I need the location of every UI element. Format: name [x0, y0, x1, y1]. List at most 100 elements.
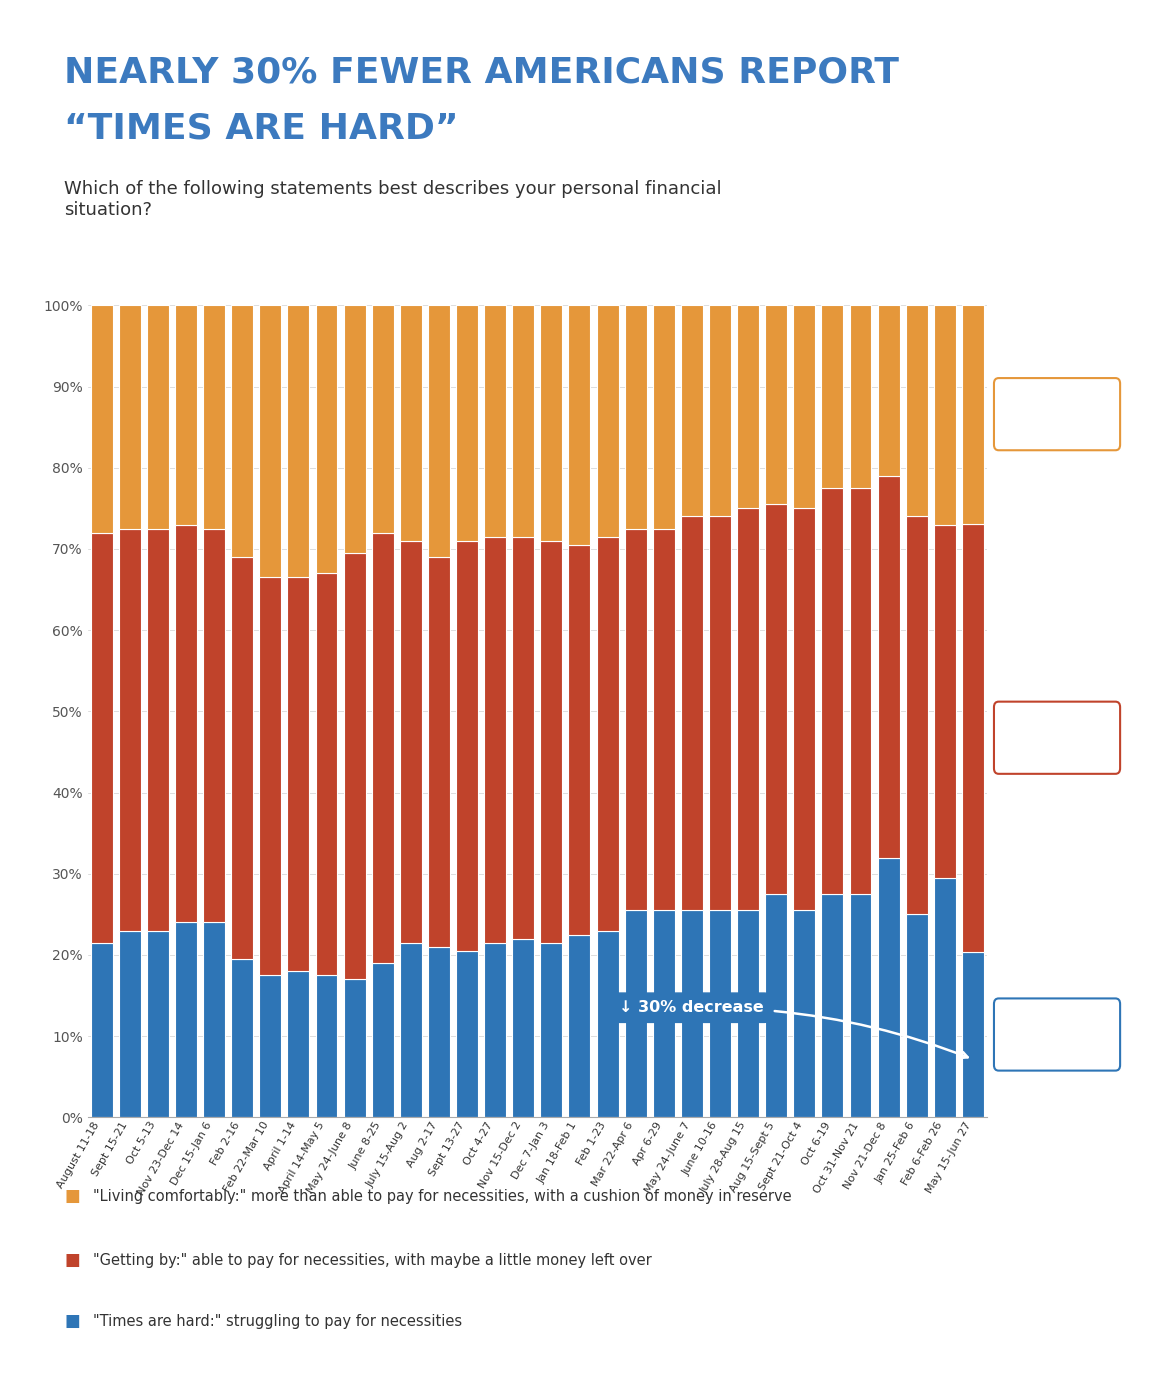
Bar [203, 529, 225, 923]
Bar [119, 930, 140, 1117]
Bar [371, 963, 394, 1117]
Bar [962, 304, 983, 523]
Bar [681, 516, 703, 911]
Bar [456, 541, 478, 951]
Text: 52.7%: 52.7% [1023, 729, 1091, 747]
Bar [962, 952, 983, 1117]
Text: ■: ■ [64, 1252, 79, 1269]
Bar [399, 305, 422, 541]
Bar [653, 911, 675, 1117]
Bar [399, 541, 422, 942]
Bar [315, 573, 338, 976]
Bar [315, 976, 338, 1117]
Bar [569, 934, 590, 1117]
Bar [653, 305, 675, 529]
Bar [849, 305, 871, 489]
Bar [765, 894, 787, 1117]
Bar [625, 529, 647, 911]
Bar [821, 305, 843, 489]
Bar [541, 541, 562, 942]
Bar [737, 508, 759, 911]
Text: "Getting by:" able to pay for necessities, with maybe a little money left over: "Getting by:" able to pay for necessitie… [93, 1253, 652, 1267]
Bar [259, 577, 281, 976]
Text: ↓ 30% decrease: ↓ 30% decrease [619, 1001, 968, 1058]
Bar [653, 529, 675, 911]
Bar [934, 877, 955, 1117]
Bar [709, 911, 731, 1117]
Bar [119, 529, 140, 930]
Bar [597, 305, 619, 537]
Text: “TIMES ARE HARD”: “TIMES ARE HARD” [64, 111, 459, 144]
Bar [905, 305, 927, 516]
Bar [905, 915, 927, 1117]
Bar [287, 305, 310, 577]
Bar [877, 305, 899, 476]
Bar [485, 537, 506, 942]
Bar [343, 552, 366, 980]
Bar [456, 951, 478, 1117]
Bar [962, 523, 983, 952]
Bar [541, 942, 562, 1117]
Bar [147, 305, 169, 529]
Text: Which of the following statements best describes your personal financial
situati: Which of the following statements best d… [64, 180, 722, 219]
Bar [175, 305, 197, 525]
Text: "Living comfortably:" more than able to pay for necessities, with a cushion of m: "Living comfortably:" more than able to … [93, 1190, 792, 1203]
Bar [709, 516, 731, 911]
Bar [849, 894, 871, 1117]
Bar [427, 947, 450, 1117]
Bar [541, 305, 562, 541]
Bar [513, 305, 534, 537]
Bar [793, 911, 815, 1117]
Bar [427, 557, 450, 947]
Bar [625, 305, 647, 529]
Bar [147, 529, 169, 930]
Bar [765, 504, 787, 894]
Bar [569, 545, 590, 934]
Bar [203, 305, 225, 529]
Bar [119, 305, 140, 529]
Bar [793, 305, 815, 508]
Bar [147, 930, 169, 1117]
Bar [203, 923, 225, 1117]
Bar [597, 930, 619, 1117]
Bar [905, 516, 927, 915]
Bar [681, 305, 703, 516]
Bar [681, 911, 703, 1117]
Bar [934, 525, 955, 877]
Bar [737, 305, 759, 508]
Bar [625, 911, 647, 1117]
Bar [343, 980, 366, 1117]
Bar [877, 476, 899, 858]
Text: "Times are hard:" struggling to pay for necessities: "Times are hard:" struggling to pay for … [93, 1314, 463, 1328]
Bar [231, 959, 253, 1117]
Bar [485, 942, 506, 1117]
Bar [793, 508, 815, 911]
Bar [569, 305, 590, 545]
Bar [485, 305, 506, 537]
Bar [91, 942, 112, 1117]
Bar [456, 305, 478, 541]
Bar [821, 894, 843, 1117]
Bar [513, 537, 534, 938]
Bar [343, 305, 366, 552]
Text: NEARLY 30% FEWER AMERICANS REPORT: NEARLY 30% FEWER AMERICANS REPORT [64, 56, 899, 89]
Bar [427, 305, 450, 557]
Bar [821, 489, 843, 894]
Bar [91, 533, 112, 942]
Text: 27.0%: 27.0% [1023, 405, 1091, 423]
Bar [259, 976, 281, 1117]
Bar [399, 942, 422, 1117]
Bar [287, 972, 310, 1117]
Bar [231, 305, 253, 557]
Bar [259, 305, 281, 577]
Bar [371, 533, 394, 963]
Bar [877, 858, 899, 1117]
Bar [849, 489, 871, 894]
Bar [737, 911, 759, 1117]
Bar [709, 305, 731, 516]
Bar [91, 305, 112, 533]
Bar [315, 305, 338, 573]
Bar [175, 923, 197, 1117]
Bar [371, 305, 394, 533]
Bar [597, 537, 619, 930]
